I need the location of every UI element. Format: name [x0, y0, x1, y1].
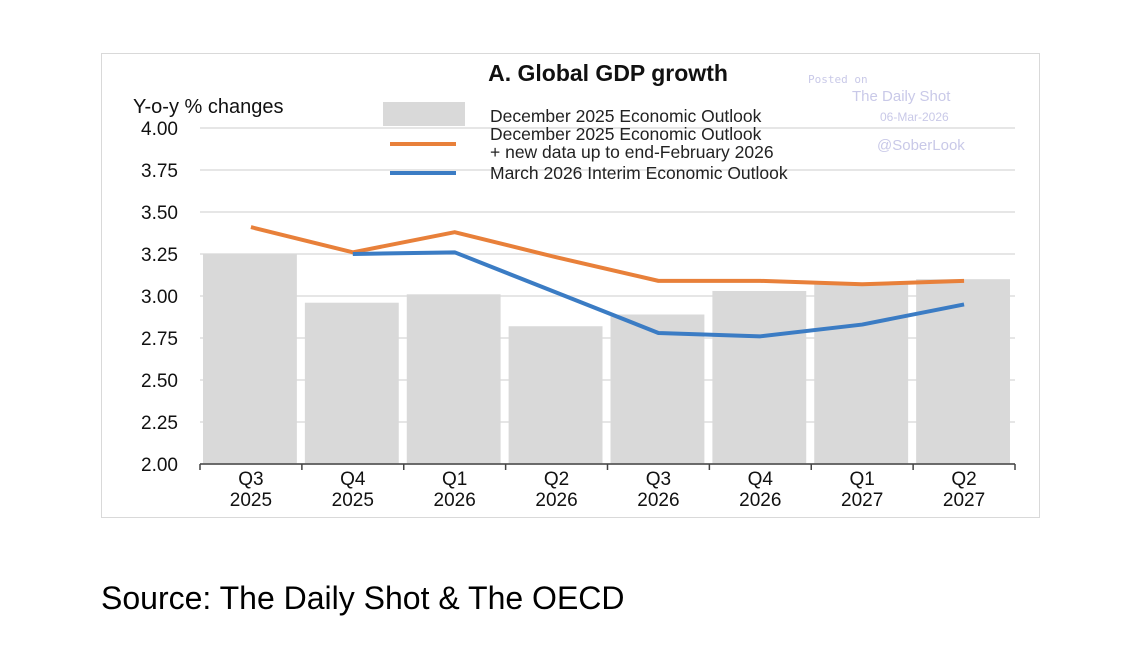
bar — [406, 294, 501, 464]
x-tick-label: Q3 — [646, 469, 671, 490]
y-tick-label: 2.25 — [141, 413, 178, 434]
bar — [203, 254, 297, 464]
legend-swatch-bar — [383, 102, 465, 126]
x-tick-label: 2027 — [841, 490, 883, 511]
x-tick-label: 2026 — [637, 490, 679, 511]
y-tick-label: 3.75 — [141, 161, 178, 182]
y-tick-label: 3.25 — [141, 245, 178, 266]
x-tick-label: 2026 — [739, 490, 781, 511]
legend-label: December 2025 Economic Outlook — [490, 106, 762, 126]
y-axis-label: Y-o-y % changes — [133, 96, 283, 118]
bar — [814, 284, 909, 464]
gdp-chart: 4.003.753.503.253.002.752.502.252.00Q320… — [133, 60, 1016, 511]
x-tick-label: Q2 — [544, 469, 569, 490]
watermark: Posted on — [808, 73, 868, 86]
bar — [916, 279, 1010, 464]
bar — [712, 290, 807, 464]
watermark: @SoberLook — [877, 137, 965, 154]
source-caption: Source: The Daily Shot & The OECD — [101, 580, 625, 616]
legend-label: March 2026 Interim Economic Outlook — [490, 163, 788, 183]
chart-title: A. Global GDP growth — [488, 60, 728, 86]
x-tick-label: 2025 — [332, 490, 374, 511]
x-tick-label: Q1 — [442, 469, 467, 490]
y-tick-label: 3.50 — [141, 203, 178, 224]
x-tick-label: 2026 — [434, 490, 476, 511]
y-tick-label: 2.50 — [141, 371, 178, 392]
x-tick-label: Q4 — [340, 469, 366, 490]
y-tick-label: 3.00 — [141, 287, 178, 308]
watermark: The Daily Shot — [852, 88, 951, 105]
series-line-1 — [250, 225, 965, 287]
y-tick-label: 2.75 — [141, 329, 178, 350]
y-tick-label: 2.00 — [141, 455, 178, 476]
legend-label: + new data up to end-February 2026 — [490, 142, 774, 162]
watermark: 06-Mar-2026 — [880, 110, 949, 124]
bar — [304, 302, 399, 464]
x-tick-label: 2027 — [943, 490, 985, 511]
bar — [508, 326, 603, 464]
x-tick-label: Q2 — [951, 469, 976, 490]
x-tick-label: 2026 — [535, 490, 577, 511]
x-tick-label: 2025 — [230, 490, 272, 511]
x-tick-label: Q1 — [850, 469, 875, 490]
y-tick-label: 4.00 — [141, 119, 178, 140]
chart-frame — [101, 53, 1040, 518]
bar — [610, 314, 705, 464]
legend-label: December 2025 Economic Outlook — [490, 124, 762, 144]
x-tick-label: Q4 — [748, 469, 774, 490]
x-tick-label: Q3 — [238, 469, 263, 490]
